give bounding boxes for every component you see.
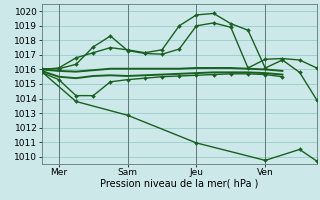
X-axis label: Pression niveau de la mer( hPa ): Pression niveau de la mer( hPa ): [100, 179, 258, 189]
